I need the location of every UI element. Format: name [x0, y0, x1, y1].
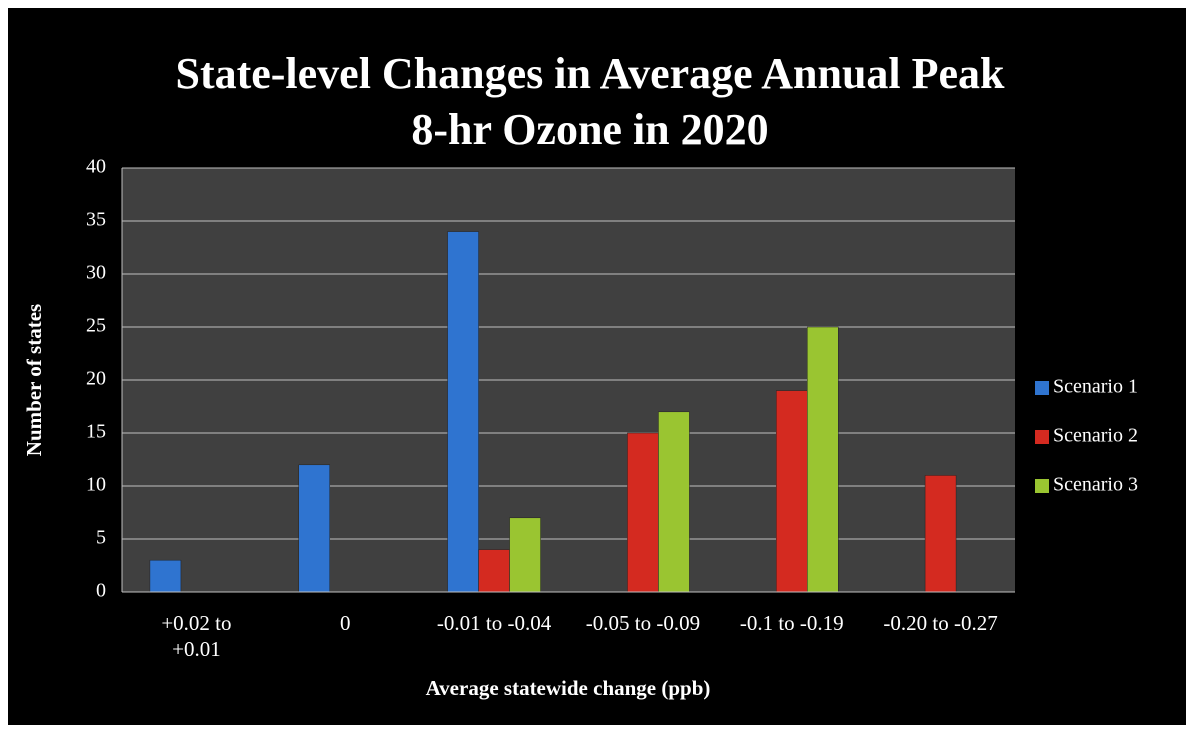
x-axis-title: Average statewide change (ppb): [426, 676, 711, 700]
chart-title: State-level Changes in Average Annual Pe…: [175, 49, 1005, 154]
y-tick-label: 5: [96, 527, 106, 549]
y-tick-label: 20: [86, 368, 106, 390]
bar: [776, 390, 808, 593]
legend-label: Scenario 3: [1053, 474, 1138, 496]
legend-label: Scenario 2: [1053, 425, 1138, 447]
legend-swatch: [1035, 381, 1049, 395]
y-tick-label: 35: [86, 209, 106, 231]
bar: [509, 517, 541, 593]
legend-swatch: [1035, 430, 1049, 444]
x-tick-label: -0.20 to -0.27: [883, 611, 998, 635]
x-tick-label: -0.1 to -0.19: [739, 611, 844, 635]
x-tick-label: 0: [339, 611, 351, 635]
bar: [447, 231, 479, 593]
bar: [478, 549, 510, 593]
bar: [298, 464, 330, 593]
y-tick-label: 25: [86, 315, 106, 337]
y-tick-label: 40: [86, 156, 106, 178]
bar: [807, 326, 839, 593]
y-tick-label: 30: [86, 262, 106, 284]
x-tick-label: +0.02 to +0.01: [161, 611, 232, 661]
x-tick-label: -0.05 to -0.09: [585, 611, 701, 635]
legend-label: Scenario 1: [1053, 376, 1138, 398]
y-axis-title: Number of states: [22, 304, 46, 456]
bar: [627, 432, 659, 593]
bar: [658, 411, 690, 593]
y-tick-label: 0: [96, 580, 106, 602]
x-tick-label: -0.01 to -0.04: [436, 611, 552, 635]
y-tick-label: 15: [86, 421, 106, 443]
bar: [149, 559, 182, 593]
y-tick-label: 10: [86, 474, 106, 496]
legend-swatch: [1035, 479, 1049, 493]
bar: [924, 475, 957, 593]
